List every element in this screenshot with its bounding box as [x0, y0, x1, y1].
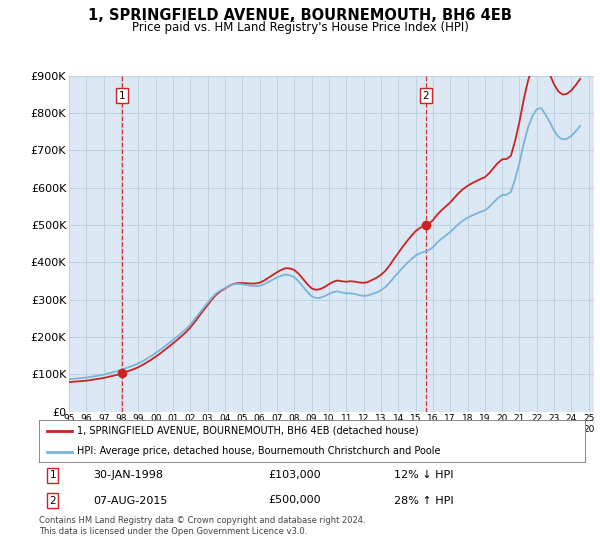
Text: £103,000: £103,000	[268, 470, 321, 480]
Text: 2: 2	[422, 91, 429, 101]
Text: 07-AUG-2015: 07-AUG-2015	[94, 496, 168, 506]
Text: 2: 2	[49, 496, 56, 506]
Text: Contains HM Land Registry data © Crown copyright and database right 2024.
This d: Contains HM Land Registry data © Crown c…	[39, 516, 365, 536]
Text: 12% ↓ HPI: 12% ↓ HPI	[394, 470, 454, 480]
Text: 1: 1	[119, 91, 125, 101]
Text: £500,000: £500,000	[268, 496, 321, 506]
Text: 28% ↑ HPI: 28% ↑ HPI	[394, 496, 454, 506]
Text: 1, SPRINGFIELD AVENUE, BOURNEMOUTH, BH6 4EB: 1, SPRINGFIELD AVENUE, BOURNEMOUTH, BH6 …	[88, 8, 512, 24]
Text: 1, SPRINGFIELD AVENUE, BOURNEMOUTH, BH6 4EB (detached house): 1, SPRINGFIELD AVENUE, BOURNEMOUTH, BH6 …	[77, 426, 419, 436]
Text: Price paid vs. HM Land Registry's House Price Index (HPI): Price paid vs. HM Land Registry's House …	[131, 21, 469, 34]
Text: 30-JAN-1998: 30-JAN-1998	[94, 470, 164, 480]
Point	[118, 368, 127, 377]
Text: HPI: Average price, detached house, Bournemouth Christchurch and Poole: HPI: Average price, detached house, Bour…	[77, 446, 441, 456]
Text: 1: 1	[49, 470, 56, 480]
Point	[421, 221, 430, 230]
